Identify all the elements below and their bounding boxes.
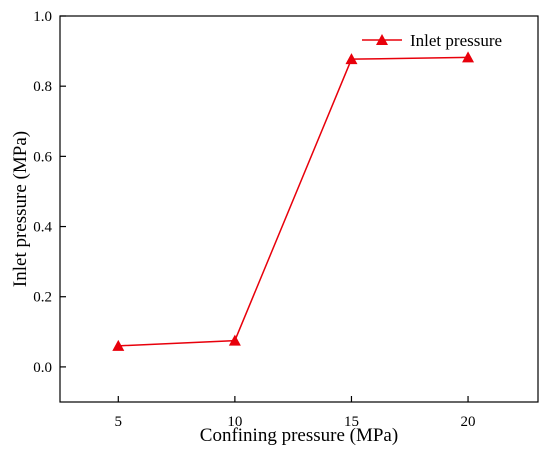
legend-label: Inlet pressure [410, 31, 502, 50]
y-tick-label: 0.2 [33, 290, 52, 306]
y-tick-label: 0.0 [33, 360, 52, 376]
data-point-marker [112, 339, 125, 351]
x-axis-title: Confining pressure (MPa) [200, 425, 398, 446]
data-point-marker [345, 53, 358, 65]
data-point-marker [228, 334, 241, 346]
x-tick-label: 15 [344, 414, 359, 430]
series-layer [112, 51, 475, 351]
x-tick-label: 20 [461, 414, 476, 430]
data-point-marker [462, 51, 475, 63]
legend-marker [376, 34, 388, 45]
plot-frame [59, 15, 539, 403]
series-line [118, 56, 469, 347]
y-tick-label: 0.4 [33, 220, 52, 236]
y-axis-title: Inlet pressure (MPa) [10, 131, 31, 287]
y-axis-ticks: 0.0 0.2 0.4 0.6 0.8 1.0 [33, 9, 66, 376]
y-tick-label: 1.0 [33, 9, 52, 25]
x-axis-ticks: 5 10 15 20 [115, 396, 476, 430]
legend: Inlet pressure [362, 31, 502, 50]
y-tick-label: 0.8 [33, 79, 52, 95]
x-tick-label: 10 [227, 414, 242, 430]
x-tick-label: 5 [115, 414, 123, 430]
y-tick-label: 0.6 [33, 149, 52, 165]
